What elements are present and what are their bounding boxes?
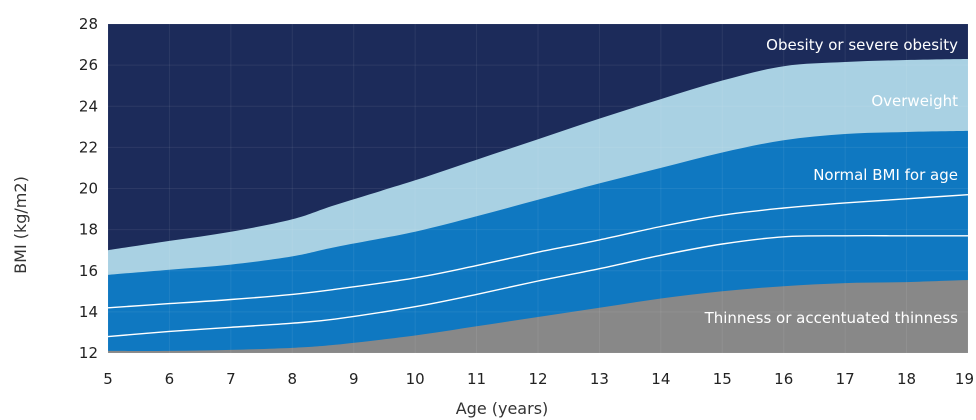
y-tick-label-4: 20 xyxy=(79,180,98,198)
x-tick-label-6: 11 xyxy=(467,370,486,388)
x-tick-label-12: 17 xyxy=(836,370,855,388)
x-tick-label-4: 9 xyxy=(349,370,359,388)
band-thinness xyxy=(108,280,968,353)
label-thinness: Thinness or accentuated thinness xyxy=(704,309,959,327)
x-tick-label-8: 13 xyxy=(590,370,609,388)
x-tick-label-2: 7 xyxy=(226,370,236,388)
y-axis-ticks: 12 14 16 18 20 22 24 26 28 xyxy=(79,15,98,362)
reference-line-inner-upper xyxy=(107,194,969,309)
x-axis-title: Age (years) xyxy=(456,399,549,418)
x-tick-label-14: 19 xyxy=(955,370,974,388)
label-obesity: Obesity or severe obesity xyxy=(766,36,958,54)
y-axis-title: BMI (kg/m2) xyxy=(11,176,30,274)
label-overweight: Overweight xyxy=(871,92,958,110)
y-tick-label-8: 28 xyxy=(79,15,98,33)
y-tick-label-6: 24 xyxy=(79,97,98,115)
x-tick-label-1: 6 xyxy=(165,370,175,388)
x-tick-label-10: 15 xyxy=(713,370,732,388)
y-tick-label-3: 18 xyxy=(79,221,98,239)
x-tick-label-3: 8 xyxy=(288,370,298,388)
y-tick-label-2: 16 xyxy=(79,262,98,280)
y-tick-label-0: 12 xyxy=(79,344,98,362)
y-tick-label-7: 26 xyxy=(79,56,98,74)
x-tick-label-0: 5 xyxy=(103,370,113,388)
x-tick-label-9: 14 xyxy=(651,370,670,388)
x-tick-label-7: 12 xyxy=(528,370,547,388)
y-tick-label-1: 14 xyxy=(79,303,98,321)
y-tick-label-5: 22 xyxy=(79,138,98,156)
x-tick-label-5: 10 xyxy=(406,370,425,388)
label-normal: Normal BMI for age xyxy=(813,166,958,184)
reference-line-inner-lower xyxy=(107,235,968,338)
x-axis-ticks: 5 6 7 8 9 10 11 12 13 14 15 16 17 18 19 xyxy=(103,370,974,388)
x-tick-label-11: 16 xyxy=(774,370,793,388)
x-tick-label-13: 18 xyxy=(897,370,916,388)
plot-area: Obesity or severe obesity Overweight Norma… xyxy=(107,23,969,354)
